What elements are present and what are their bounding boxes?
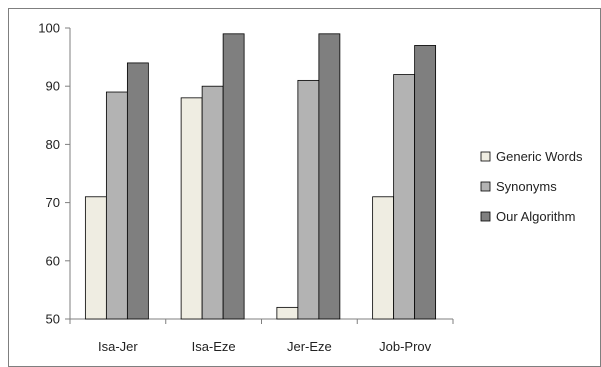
bar-generic-words-isa-jer [84,196,107,320]
bar-synonyms-jer-eze [297,79,320,320]
bars [84,33,437,320]
legend-swatch [480,181,491,192]
bar-generic-words-isa-eze [180,97,203,320]
x-tick-label: Job-Prov [379,339,432,354]
x-tick-label: Jer-Eze [287,339,332,354]
legend: Generic Words Synonyms Our Algorithm [480,149,583,224]
x-ticks: Isa-Jer Isa-Eze Jer-Eze Job-Prov [69,319,454,354]
y-ticks: 50 60 70 80 90 100 [38,21,70,327]
bar-synonyms-isa-jer [105,91,128,320]
bar-our-algorithm-jer-eze [318,33,341,320]
y-tick-label: 80 [46,137,60,152]
legend-label: Generic Words [496,149,583,164]
legend-swatch [480,211,491,222]
bar-generic-words-jer-eze [276,306,299,320]
y-tick-label: 50 [46,312,60,327]
y-tick-label: 90 [46,79,60,94]
y-tick-label: 100 [38,21,60,36]
legend-label: Synonyms [496,179,557,194]
bar-synonyms-job-prov [393,74,416,320]
legend-swatch [480,151,491,162]
bar-generic-words-job-prov [372,196,395,320]
legend-label: Our Algorithm [496,209,575,224]
x-tick-label: Isa-Eze [192,339,236,354]
bar-synonyms-isa-eze [201,85,224,320]
bar-our-algorithm-job-prov [414,45,437,320]
bar-our-algorithm-isa-eze [222,33,245,320]
y-tick-label: 70 [46,195,60,210]
x-tick-label: Isa-Jer [98,339,138,354]
bar-our-algorithm-isa-jer [126,62,149,320]
y-tick-label: 60 [46,253,60,268]
